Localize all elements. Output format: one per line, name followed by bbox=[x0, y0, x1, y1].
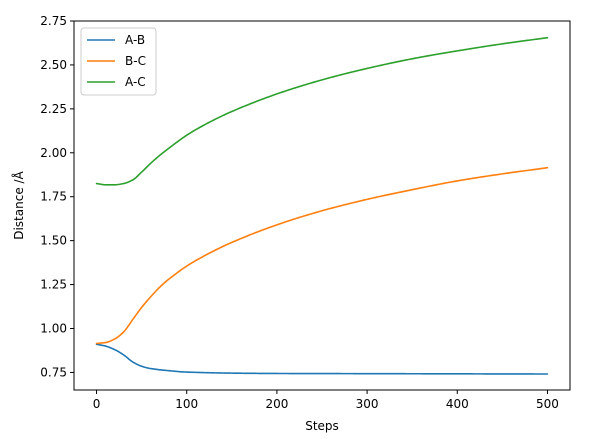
plot-frame bbox=[73, 20, 571, 391]
x-tick-label: 200 bbox=[265, 397, 288, 411]
y-tick-label: 0.75 bbox=[40, 365, 67, 379]
y-tick-label: 2.00 bbox=[40, 146, 67, 160]
x-tick-label: 100 bbox=[175, 397, 198, 411]
series-line-b-c bbox=[95, 166, 549, 345]
legend-box bbox=[80, 27, 157, 96]
y-tick-label: 1.25 bbox=[40, 278, 67, 292]
y-tick-label: 1.75 bbox=[40, 190, 67, 204]
plot-area bbox=[95, 36, 549, 375]
axis-ticks: 0 100 200 300 400 500 0.75 1.00 1.25 1.50 1.75 2.00… bbox=[40, 14, 559, 411]
series-line-a-c bbox=[95, 36, 549, 186]
y-tick-label: 1.50 bbox=[40, 234, 67, 248]
y-tick-label: 2.50 bbox=[40, 58, 67, 72]
x-tick-label: 0 bbox=[93, 397, 101, 411]
x-tick-label: 300 bbox=[356, 397, 379, 411]
legend-label: A-B bbox=[125, 33, 145, 47]
y-tick-label: 2.25 bbox=[40, 102, 67, 116]
legend-label: B-C bbox=[125, 54, 146, 68]
y-tick-label: 1.00 bbox=[40, 322, 67, 336]
y-tick-label: 2.75 bbox=[40, 14, 67, 28]
x-tick-label: 400 bbox=[446, 397, 469, 411]
series-line-a-b bbox=[95, 343, 549, 375]
legend: A-B B-C A-C bbox=[80, 27, 157, 96]
x-tick-label: 500 bbox=[536, 397, 559, 411]
y-axis-label: Distance /Å bbox=[11, 170, 26, 239]
legend-label: A-C bbox=[125, 75, 146, 89]
x-axis-label: Steps bbox=[305, 419, 339, 433]
